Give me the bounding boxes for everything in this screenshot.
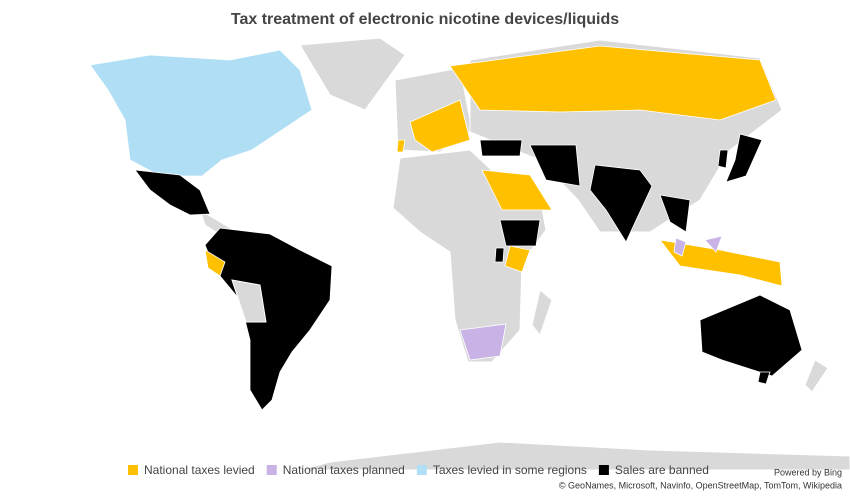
country bbox=[204, 249, 226, 277]
country bbox=[89, 49, 313, 177]
country bbox=[673, 237, 687, 257]
legend-swatch bbox=[128, 465, 138, 475]
legend-label: Taxes levied in some regions bbox=[433, 463, 587, 477]
country bbox=[134, 169, 211, 216]
legend-label: Sales are banned bbox=[615, 463, 709, 477]
country bbox=[409, 99, 471, 153]
legend-label: National taxes planned bbox=[283, 463, 405, 477]
legend-swatch bbox=[266, 465, 277, 475]
country bbox=[504, 245, 531, 273]
country bbox=[449, 45, 777, 121]
attribution: © GeoNames, Microsoft, Navinfo, OpenStre… bbox=[559, 480, 842, 490]
map-title: Tax treatment of electronic nicotine dev… bbox=[231, 11, 619, 28]
country bbox=[589, 164, 653, 243]
country bbox=[494, 247, 505, 263]
legend-label: National taxes levied bbox=[144, 463, 255, 477]
country-shapes bbox=[89, 45, 803, 411]
country bbox=[659, 239, 783, 287]
country bbox=[479, 139, 523, 157]
country bbox=[659, 194, 691, 233]
country bbox=[699, 294, 803, 377]
country bbox=[499, 219, 541, 247]
country bbox=[529, 144, 581, 187]
country bbox=[204, 227, 333, 411]
legend-swatch bbox=[416, 465, 427, 475]
country bbox=[704, 235, 723, 253]
country bbox=[757, 371, 771, 385]
country bbox=[725, 133, 763, 183]
legend-swatch bbox=[598, 465, 609, 475]
country bbox=[717, 149, 729, 169]
country bbox=[396, 139, 406, 153]
country bbox=[481, 169, 553, 211]
country bbox=[459, 323, 507, 361]
powered-by: Powered by Bing bbox=[774, 467, 842, 477]
legend: National taxes levied National taxes plan… bbox=[128, 463, 709, 477]
